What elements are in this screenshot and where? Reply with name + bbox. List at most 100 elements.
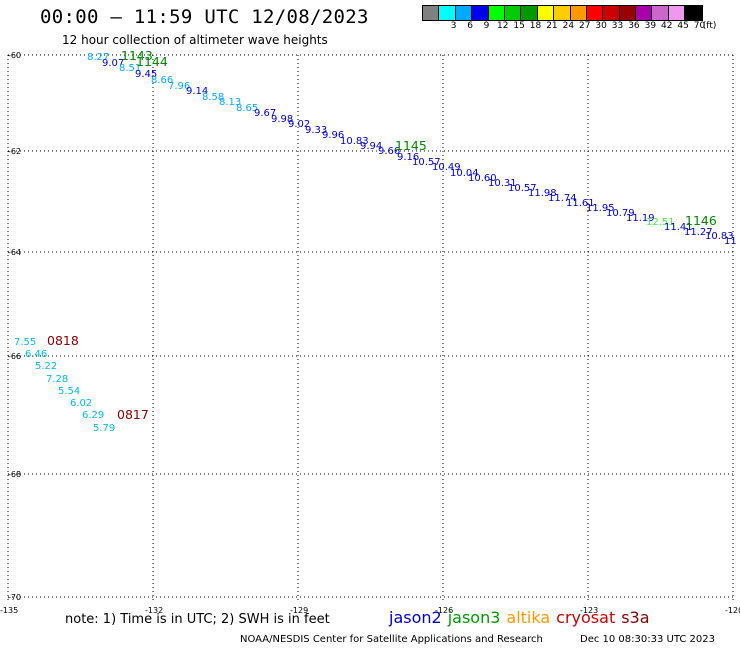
swh-observation: 6.02 bbox=[70, 398, 92, 409]
color-swatch bbox=[472, 6, 489, 20]
color-swatch bbox=[586, 6, 604, 20]
axis-labels: -60 -62 -64 -66 -68 -70 -135 -132 -129 -126 -123 -1… bbox=[0, 51, 740, 615]
longitude-label: -135 bbox=[0, 606, 18, 615]
color-scale-tick-label: 6 bbox=[467, 21, 473, 31]
swh-observation: 7.55 bbox=[14, 337, 36, 348]
swh-observation: 10.83 bbox=[340, 136, 369, 147]
swh-observation: 9.45 bbox=[135, 69, 157, 80]
color-swatch bbox=[668, 6, 686, 20]
latitude-label: -66 bbox=[8, 352, 21, 361]
credit-text: NOAA/NESDIS Center for Satellite Applica… bbox=[240, 634, 543, 645]
longitude-label: -123 bbox=[580, 606, 598, 615]
color-scale-tick-label: 30 bbox=[595, 21, 607, 31]
color-scale-tick-label: 45 bbox=[677, 21, 689, 31]
latitude-label: -64 bbox=[8, 248, 21, 257]
swh-observation: 10.60 bbox=[468, 173, 497, 184]
swh-observation: 6.29 bbox=[82, 410, 104, 421]
map-title: 00:00 – 11:59 UTC 12/08/2023 bbox=[40, 6, 369, 28]
swh-observation: 5.79 bbox=[93, 423, 115, 434]
generated-timestamp: Dec 10 08:30:33 UTC 2023 bbox=[580, 634, 715, 645]
swh-observation: 9.94 bbox=[360, 141, 382, 152]
swh-observation: 8.13 bbox=[219, 97, 241, 108]
color-swatch bbox=[455, 6, 473, 20]
latitude-label: -68 bbox=[8, 470, 21, 479]
wave-height-observations: 8.279.078.519.458.667.969.148.588.138.65… bbox=[14, 52, 737, 434]
swh-observation: 8.27 bbox=[87, 52, 109, 63]
map-subtitle: 12 hour collection of altimeter wave hei… bbox=[62, 33, 328, 47]
swh-observation: 7.28 bbox=[46, 374, 68, 385]
color-scale-tick-label: 24 bbox=[562, 21, 575, 31]
longitude-label: -129 bbox=[290, 606, 308, 615]
pass-time-label: 1144 bbox=[136, 54, 168, 69]
swh-observation: 12.51 bbox=[646, 217, 675, 228]
longitude-label: -132 bbox=[145, 606, 163, 615]
color-swatch bbox=[636, 6, 653, 20]
swh-observation: 9.14 bbox=[186, 86, 208, 97]
color-scale-tick-label: 42 bbox=[661, 21, 673, 31]
swh-observation: 8.58 bbox=[202, 92, 224, 103]
swh-observation: 11.61 bbox=[566, 198, 595, 209]
color-swatch bbox=[504, 6, 522, 20]
color-scale-tick-label: 12 bbox=[497, 21, 509, 31]
swh-observation: 11.74 bbox=[548, 193, 577, 204]
satellite-legend: jason2 jason3 altika cryosat s3a bbox=[389, 608, 656, 627]
color-scale-tick-label: 9 bbox=[483, 21, 490, 31]
swh-observation: 10.04 bbox=[450, 168, 479, 179]
color-scale-tick-label: 18 bbox=[529, 21, 542, 31]
longitude-label: -126 bbox=[435, 606, 453, 615]
swh-observation: 9.96 bbox=[322, 130, 344, 141]
color-scale-tick-label: 70 bbox=[693, 21, 706, 31]
color-scale-tick-label: 3 bbox=[450, 21, 457, 31]
satellite-legend-item: s3a bbox=[621, 608, 650, 627]
swh-observation: 9.98 bbox=[271, 114, 293, 125]
swh-observation: 5.54 bbox=[58, 386, 80, 397]
swh-observation: 11.41 bbox=[664, 222, 693, 233]
color-scale-tick-label: 36 bbox=[628, 21, 640, 31]
swh-observation: 9.16 bbox=[397, 152, 419, 163]
swh-observation: 11.98 bbox=[528, 188, 557, 199]
pass-time-label: 1145 bbox=[395, 138, 427, 153]
color-swatch bbox=[619, 6, 637, 20]
color-swatch bbox=[570, 6, 587, 20]
swh-observation: 11 bbox=[724, 236, 737, 247]
pass-time-label: 1143 bbox=[121, 48, 153, 63]
pass-time-label: 1146 bbox=[685, 213, 717, 228]
swh-observation: 8.65 bbox=[236, 103, 258, 114]
color-swatch bbox=[439, 6, 456, 20]
color-scale-tick-label: 21 bbox=[546, 21, 558, 31]
swh-observation: 10.57 bbox=[412, 157, 441, 168]
color-swatch bbox=[603, 6, 620, 20]
swh-observation: 9.33 bbox=[305, 125, 327, 136]
longitude-label: -120 bbox=[725, 606, 740, 615]
color-swatch bbox=[521, 6, 538, 20]
swh-observation: 6.46 bbox=[25, 349, 47, 360]
swh-observation: 10.31 bbox=[488, 178, 517, 189]
swh-observation: 9.07 bbox=[102, 58, 124, 69]
swh-observation: 10.83 bbox=[705, 231, 734, 242]
swh-observation: 10.57 bbox=[508, 183, 537, 194]
footnote: note: 1) Time is in UTC; 2) SWH is in fe… bbox=[65, 612, 330, 627]
swh-observation: 11.95 bbox=[586, 203, 615, 214]
latitude-label: -70 bbox=[8, 593, 21, 602]
satellite-legend-item: jason2 bbox=[389, 608, 442, 627]
swh-observation: 8.51 bbox=[119, 63, 141, 74]
color-scale-tick-label: 15 bbox=[513, 21, 525, 31]
color-swatch bbox=[423, 6, 440, 20]
swh-observation: 10.79 bbox=[606, 208, 635, 219]
swh-observation: 10.49 bbox=[432, 162, 461, 173]
color-swatch bbox=[554, 6, 571, 20]
color-scale-unit: (ft) bbox=[702, 21, 717, 31]
latitude-label: -60 bbox=[8, 51, 21, 60]
swh-observation: 5.22 bbox=[35, 361, 57, 372]
swh-observation: 9.67 bbox=[254, 108, 276, 119]
swh-observation: 11.27 bbox=[684, 227, 713, 238]
satellite-legend-item: altika bbox=[506, 608, 551, 627]
pass-time-label: 0818 bbox=[47, 333, 79, 348]
color-scale-tick-label: 33 bbox=[611, 21, 624, 31]
swh-observation: 9.02 bbox=[288, 119, 310, 130]
wave-height-color-scale bbox=[422, 5, 703, 21]
swh-observation: 8.66 bbox=[151, 75, 173, 86]
lat-lon-grid bbox=[7, 54, 734, 600]
